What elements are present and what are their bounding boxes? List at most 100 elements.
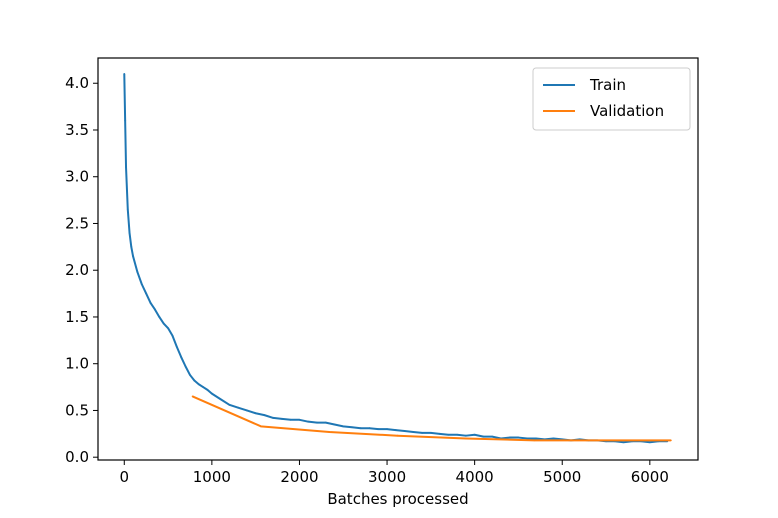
data-point-train	[136, 271, 139, 273]
legend: Train Validation	[532, 67, 691, 131]
legend-frame	[532, 67, 691, 131]
x-tick-label: 2000	[280, 468, 318, 486]
data-point-train	[197, 383, 200, 386]
data-point-train	[403, 430, 406, 432]
plot-area	[123, 72, 672, 444]
data-point-train	[128, 231, 131, 234]
y-tick-label: 3.5	[65, 121, 89, 139]
x-tick-label: 5000	[543, 468, 581, 486]
data-point-train	[125, 166, 127, 169]
data-point-train	[180, 356, 183, 359]
data-point-train	[206, 388, 209, 391]
legend-entry-label: Train	[589, 76, 626, 94]
data-point-train	[622, 441, 625, 444]
data-point-train	[158, 316, 161, 318]
data-point-validation	[396, 434, 399, 437]
data-point-train	[149, 302, 152, 304]
data-point-train	[386, 428, 388, 431]
data-point-train	[228, 403, 231, 406]
data-point-validation	[260, 425, 262, 428]
data-point-train	[219, 398, 222, 401]
data-point-train	[648, 441, 651, 444]
data-point-train	[167, 327, 169, 330]
data-point-train	[132, 255, 134, 258]
data-point-train	[298, 418, 301, 421]
data-point-train	[359, 427, 362, 430]
data-point-train	[473, 433, 476, 436]
data-point-train	[210, 392, 213, 395]
plot-frame	[97, 57, 699, 461]
data-point-train	[281, 417, 283, 420]
data-point-train	[126, 208, 129, 211]
data-point-train	[429, 431, 432, 434]
data-point-train	[333, 423, 336, 426]
data-point-train	[193, 379, 196, 382]
y-tick-label: 2.0	[65, 261, 89, 279]
x-tick-label: 6000	[631, 468, 669, 486]
series-line-validation	[192, 395, 671, 442]
data-point-train	[184, 365, 187, 368]
data-point-validation	[191, 395, 194, 398]
data-point-train	[154, 308, 156, 311]
data-point-train	[482, 435, 485, 438]
data-point-train	[438, 432, 441, 435]
data-point-train	[237, 406, 240, 409]
y-axis: 0.0 0.5 1.0 1.5 2.0 2.5 3.0 3.5 4.0	[65, 74, 98, 466]
data-point-train	[368, 427, 371, 430]
x-tick-label: 4000	[456, 468, 494, 486]
data-point-train	[324, 421, 327, 424]
data-point-train	[421, 431, 423, 434]
data-point-validation	[533, 439, 536, 442]
data-point-train	[145, 292, 148, 295]
data-point-train	[162, 322, 165, 325]
data-point-validation	[328, 431, 331, 433]
data-point-train	[456, 433, 459, 436]
data-point-train	[140, 283, 143, 286]
y-tick-label: 0.5	[65, 401, 89, 419]
data-point-train	[447, 433, 450, 436]
legend-entry-label: Validation	[590, 102, 664, 120]
data-point-train	[316, 421, 318, 424]
data-point-train	[263, 414, 266, 417]
data-point-validation	[601, 439, 604, 442]
data-point-train	[351, 426, 353, 429]
data-point-train	[517, 436, 520, 439]
data-point-train	[342, 425, 345, 428]
data-point-train	[123, 72, 126, 75]
y-tick-label: 3.0	[65, 168, 89, 186]
data-point-train	[526, 437, 529, 440]
data-point-validation	[464, 437, 467, 440]
data-point-train	[307, 420, 310, 423]
y-tick-label: 2.5	[65, 214, 89, 232]
x-axis: 0 1000 2000 3000 4000 5000 6000	[120, 460, 669, 486]
data-point-validation	[669, 439, 672, 442]
data-point-train	[171, 334, 174, 337]
y-tick-label: 1.0	[65, 355, 89, 373]
data-point-train	[130, 245, 133, 248]
data-point-train	[175, 345, 178, 348]
data-point-train	[491, 435, 494, 438]
data-point-train	[202, 386, 205, 388]
y-tick-label: 1.5	[65, 308, 89, 326]
x-axis-label: Batches processed	[327, 490, 468, 508]
data-point-train	[535, 437, 537, 440]
x-tick-label: 1000	[193, 468, 231, 486]
data-point-train	[377, 428, 380, 431]
data-point-train	[394, 429, 397, 431]
data-point-train	[508, 436, 511, 439]
data-point-train	[254, 412, 257, 415]
y-tick-label: 4.0	[65, 74, 89, 92]
data-point-train	[412, 431, 415, 433]
data-point-train	[124, 119, 127, 122]
data-point-train	[272, 417, 275, 419]
data-point-train	[464, 434, 467, 437]
x-tick-label: 3000	[368, 468, 406, 486]
x-tick-label: 0	[120, 468, 130, 486]
data-point-train	[552, 437, 555, 440]
y-tick-label: 0.0	[65, 448, 89, 466]
data-point-train	[246, 409, 248, 412]
data-point-train	[289, 418, 292, 421]
data-point-train	[189, 374, 191, 376]
